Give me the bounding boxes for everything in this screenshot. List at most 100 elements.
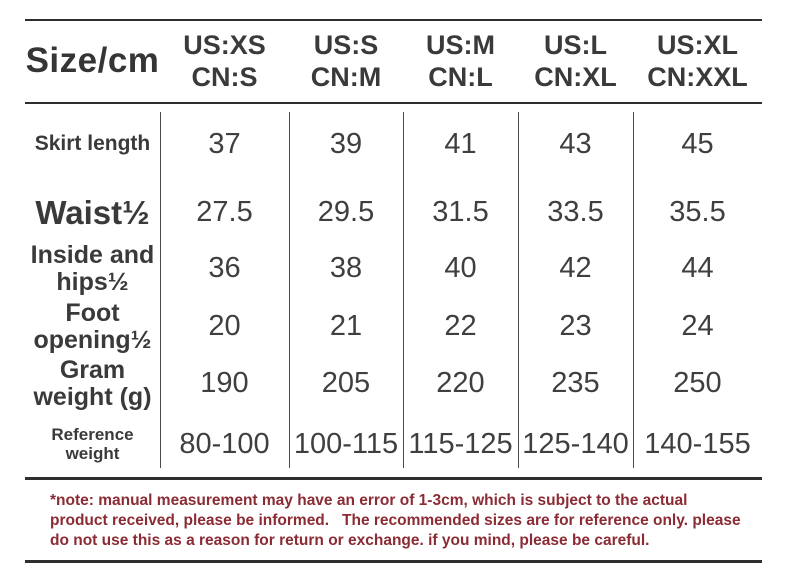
table-header-row: Size/cm US:XS CN:S US:S CN:M US:M CN:L U… (25, 21, 762, 102)
page-bottom-line (25, 560, 762, 563)
cell-value: 33.5 (547, 196, 604, 229)
row-label-text: Reference weight (51, 425, 134, 463)
row-label-text: weight (g) (33, 383, 152, 411)
table-cell: 31.5 (403, 186, 518, 240)
note-line-3: do not use this as a reason for return o… (50, 532, 650, 549)
row-label-text: Skirt length (34, 132, 151, 156)
header-divider-line (25, 102, 762, 104)
table-cell: 23 (518, 298, 633, 356)
cell-value: 205 (321, 367, 371, 400)
table-cell: 80-100 (160, 412, 289, 477)
table-cell: 21 (289, 298, 403, 356)
table-cell: 115-125 (403, 412, 518, 477)
top-border-line (25, 19, 762, 21)
size-column-header-xl: US:XL CN:XXL (633, 21, 762, 102)
table-cell: 39 (289, 103, 403, 186)
table-cell: 37 (160, 103, 289, 186)
table-cell: 36 (160, 240, 289, 298)
cell-value: 38 (329, 252, 363, 285)
table-cell: 24 (633, 298, 762, 356)
table-cell: 40 (403, 240, 518, 298)
us-size-label: US:M (426, 30, 495, 61)
table-cell: 44 (633, 240, 762, 298)
table-cell: 250 (633, 356, 762, 412)
table-cell: 22 (403, 298, 518, 356)
cell-value: 41 (444, 127, 477, 160)
cn-size-label: CN:M (310, 61, 382, 92)
cell-value: 250 (673, 367, 722, 400)
row-label-text: Gram (59, 356, 126, 384)
row-label-foot-opening-half: Foot opening½ (25, 298, 160, 356)
table-cell: 35.5 (633, 186, 762, 240)
cell-value: 44 (681, 252, 714, 285)
cell-value: 29.5 (317, 196, 375, 229)
row-label-text: Foot (65, 299, 120, 327)
row-label-inside-hips-half: Inside and hips½ (25, 240, 160, 298)
table-cell: 190 (160, 356, 289, 412)
column-divider-1 (160, 112, 161, 468)
cell-value: 39 (329, 127, 363, 160)
cell-value: 43 (559, 127, 592, 160)
size-column-header-l: US:L CN:XL (518, 21, 633, 102)
table-cell: 235 (518, 356, 633, 412)
row-label-skirt-length: Skirt length (25, 103, 160, 186)
table-cell: 27.5 (160, 186, 289, 240)
note-line-1: *note: manual measurement may have an er… (50, 492, 688, 509)
cell-value: 24 (681, 310, 714, 343)
note-line-2: product received, please be informed. Th… (50, 512, 741, 529)
table-cell: 41 (403, 103, 518, 186)
cell-value: 235 (551, 367, 600, 400)
cn-size-label: CN:S (191, 61, 258, 92)
cell-value: 190 (200, 367, 249, 400)
table-cell: 33.5 (518, 186, 633, 240)
cell-value: 80-100 (179, 427, 270, 460)
us-size-label: US:XL (657, 30, 738, 61)
table-cell: 45 (633, 103, 762, 186)
column-divider-2 (289, 112, 290, 468)
us-size-label: US:XS (183, 30, 266, 61)
cell-value: 220 (436, 367, 485, 400)
cell-value: 27.5 (196, 196, 253, 229)
row-label-text: Inside and (30, 241, 155, 269)
cell-value: 100-115 (293, 427, 399, 460)
size-column-header-m: US:M CN:L (403, 21, 518, 102)
table-cell: 43 (518, 103, 633, 186)
cell-value: 31.5 (432, 196, 489, 229)
row-label-text: Waist½ (35, 194, 150, 232)
table-cell: 140-155 (633, 412, 762, 477)
table-cell: 220 (403, 356, 518, 412)
size-unit-label: Size/cm (25, 41, 160, 81)
row-label-text: opening½ (33, 326, 152, 354)
cell-value: 22 (444, 310, 477, 343)
row-label-gram-weight: Gram weight (g) (25, 356, 160, 412)
cell-value: 40 (444, 252, 477, 285)
table-cell: 20 (160, 298, 289, 356)
cell-value: 45 (681, 127, 714, 160)
cell-value: 36 (208, 252, 241, 285)
table-cell: 100-115 (289, 412, 403, 477)
cell-value: 125-140 (522, 427, 629, 460)
us-size-label: US:L (544, 30, 607, 61)
cell-value: 115-125 (408, 427, 513, 460)
row-label-text: hips½ (56, 268, 129, 296)
table-cell: 125-140 (518, 412, 633, 477)
column-divider-5 (633, 112, 634, 468)
cn-size-label: CN:XL (534, 61, 617, 92)
us-size-label: US:S (313, 30, 379, 61)
row-label-reference-weight: Reference weight (25, 412, 160, 477)
column-divider-4 (518, 112, 519, 468)
cn-size-label: CN:XXL (647, 61, 748, 92)
table-bottom-line (25, 477, 762, 480)
column-divider-3 (403, 112, 404, 468)
row-label-waist-half: Waist½ (25, 186, 160, 240)
cell-value: 35.5 (669, 196, 726, 229)
table-cell: 38 (289, 240, 403, 298)
table-cell: 42 (518, 240, 633, 298)
size-table-body: Skirt length 37 39 41 43 45 Waist½ 27.5 … (25, 103, 762, 477)
size-column-header-s: US:S CN:M (289, 21, 403, 102)
cell-value: 21 (329, 310, 363, 343)
cell-value: 42 (559, 252, 592, 285)
measurement-note: *note: manual measurement may have an er… (50, 491, 755, 551)
table-cell: 29.5 (289, 186, 403, 240)
